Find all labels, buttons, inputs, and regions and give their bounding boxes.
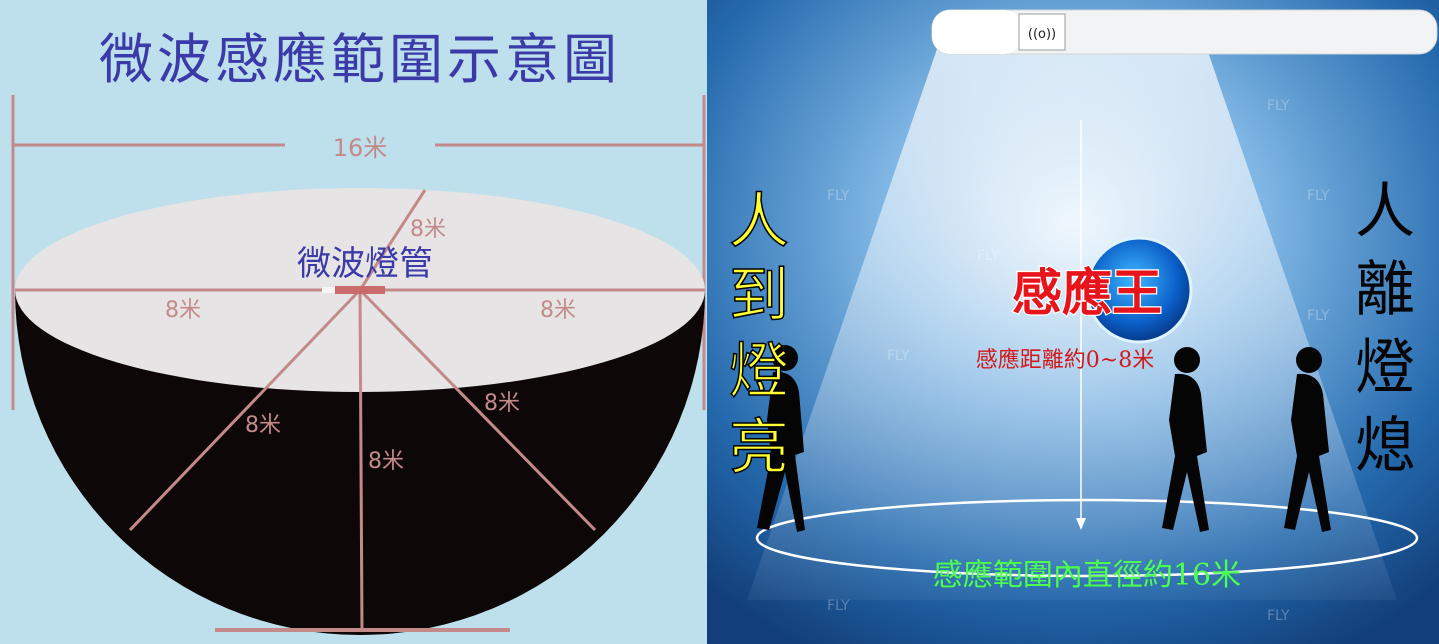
diameter-text: 感應範圍內直徑約16米 bbox=[933, 558, 1241, 593]
radius-up bbox=[358, 189, 427, 291]
light-beam bbox=[747, 20, 1397, 600]
hemisphere-diagram-panel: 微波感應範圍示意圖 16米 微波燈管 8米 8米 8米 8米 8米 8米 bbox=[0, 0, 707, 644]
hemisphere-diagram: 微波感應範圍示意圖 16米 微波燈管 8米 8米 8米 8米 8米 8米 bbox=[11, 28, 706, 635]
watermark: FLY bbox=[827, 188, 850, 204]
diameter-label: 16米 bbox=[333, 134, 388, 162]
radius-label-lower-left: 8米 bbox=[245, 413, 281, 438]
radius-label-left: 8米 bbox=[165, 298, 201, 323]
watermark: FLY bbox=[977, 248, 1000, 264]
diagram-title: 微波感應範圍示意圖 bbox=[99, 28, 621, 91]
radius-label-down: 8米 bbox=[368, 449, 404, 474]
distance-arrow-head bbox=[1076, 518, 1086, 530]
microwave-tube-end bbox=[322, 287, 335, 293]
radius-label-lower-right: 8米 bbox=[484, 391, 520, 416]
sensor-scene-panel: ((o)) 感應王 感應距離約0~8米 感應範圍內直徑約16米 人 到 bbox=[707, 0, 1439, 644]
radius-lower-left bbox=[128, 288, 362, 532]
leave-caption: 人 離 燈 熄 bbox=[1355, 177, 1415, 481]
brand-logo-text: 感應王 bbox=[1012, 264, 1162, 322]
watermark-group: FLY FLY FLY FLY FLY FLY FLY FLY bbox=[827, 98, 1330, 624]
person-silhouette-left bbox=[757, 345, 805, 532]
sensor-icon-box bbox=[1018, 13, 1066, 51]
sensor-scene: ((o)) 感應王 感應距離約0~8米 感應範圍內直徑約16米 人 到 bbox=[707, 0, 1439, 644]
arrive-caption-char-2: 到 bbox=[729, 261, 789, 331]
leave-caption-char-3: 燈 bbox=[1355, 333, 1415, 403]
sensor-icon: ((o)) bbox=[1028, 27, 1056, 42]
arrive-caption-char-3: 燈 bbox=[729, 337, 789, 407]
leave-caption-char-1: 人 bbox=[1355, 177, 1415, 247]
leave-caption-char-2: 離 bbox=[1355, 255, 1415, 325]
person-silhouette-center bbox=[1162, 347, 1209, 532]
led-tube-cap bbox=[932, 10, 1022, 54]
distance-text: 感應距離約0~8米 bbox=[976, 347, 1154, 373]
watermark: FLY bbox=[1307, 188, 1330, 204]
radius-label-up: 8米 bbox=[410, 217, 446, 242]
radius-down bbox=[358, 289, 364, 633]
arrive-caption-char-1: 人 bbox=[729, 187, 789, 257]
watermark: FLY bbox=[1307, 308, 1330, 324]
person-silhouette-right bbox=[1284, 347, 1331, 532]
leave-caption-char-4: 熄 bbox=[1355, 411, 1415, 481]
watermark: FLY bbox=[887, 348, 910, 364]
watermark: FLY bbox=[827, 598, 850, 614]
microwave-tube-mark bbox=[335, 286, 385, 294]
watermark: FLY bbox=[1267, 608, 1290, 624]
arrive-caption-char-4: 亮 bbox=[729, 413, 789, 483]
radius-lower-right bbox=[358, 288, 597, 532]
watermark: FLY bbox=[1267, 98, 1290, 114]
detection-range-ellipse bbox=[755, 498, 1419, 578]
tube-label: 微波燈管 bbox=[297, 244, 433, 284]
radius-label-right: 8米 bbox=[540, 298, 576, 323]
arrive-caption: 人 到 燈 亮 bbox=[728, 186, 790, 484]
brand-logo-circle bbox=[1085, 236, 1193, 344]
